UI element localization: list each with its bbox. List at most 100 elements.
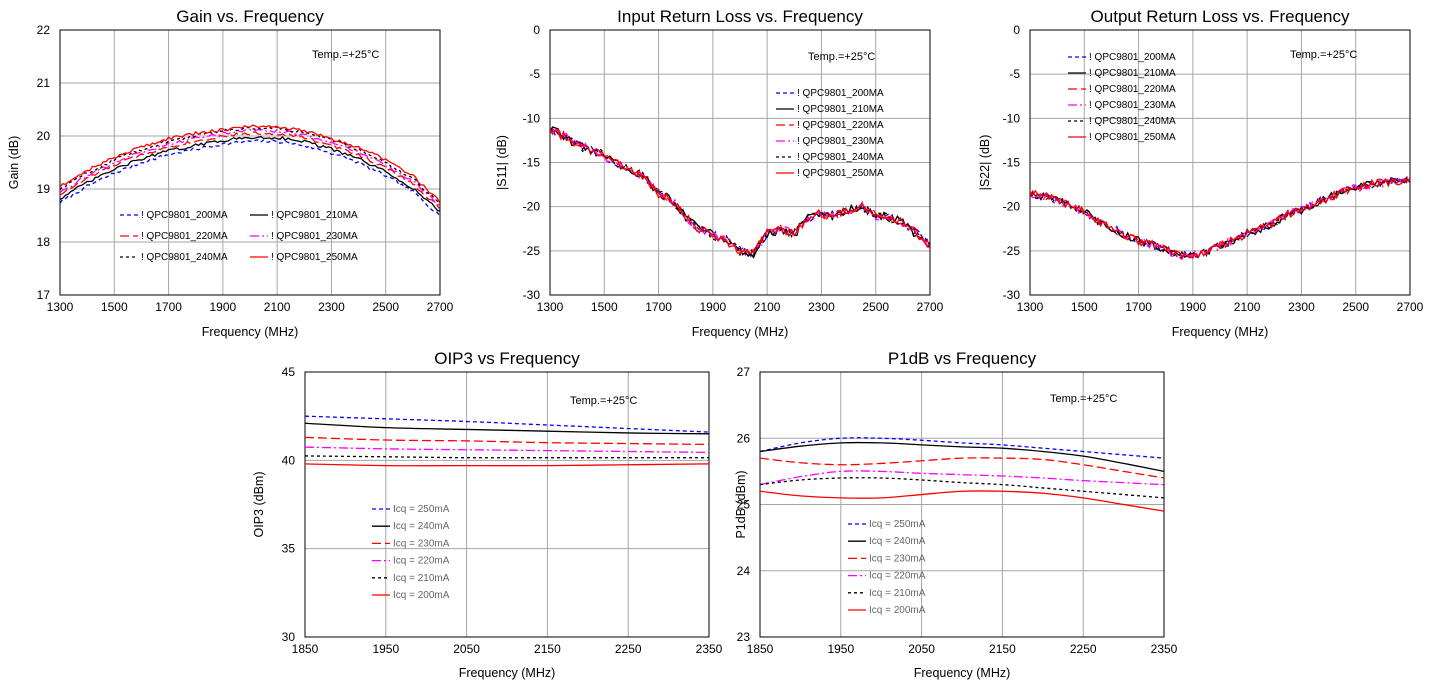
s22-series-line	[1030, 177, 1410, 260]
oip3-x-tick-label: 2350	[696, 642, 723, 656]
s22-series-line	[1030, 177, 1410, 260]
oip3-legend-label: Icq = 200mA	[393, 590, 450, 601]
s22-legend-label: ! QPC9801_220MA	[1089, 84, 1176, 95]
p1db-series-line	[760, 490, 1164, 512]
p1db-series-line	[760, 437, 1164, 459]
gain-legend-label: ! QPC9801_240MA	[141, 252, 228, 263]
gain-y-tick-label: 18	[37, 235, 51, 249]
p1db-y-axis-label: P1dB (dBm)	[734, 470, 748, 538]
oip3-chart: 1850 1950 2050 2150 2250 2350 30 35 40 45 OIP3 vs …	[252, 349, 723, 680]
oip3-legend-label: Icq = 230mA	[393, 538, 450, 549]
oip3-title: OIP3 vs Frequency	[434, 349, 580, 368]
s11-chart: 1300 1500 1700 1900 2100 2300 2500 2700 -30 -25 -2…	[495, 7, 944, 339]
s22-legend-label: ! QPC9801_240MA	[1089, 116, 1176, 127]
gain-x-tick-label: 1700	[155, 300, 182, 314]
oip3-y-tick-label: 35	[282, 542, 296, 556]
s22-y-tick-label: -10	[1003, 111, 1021, 125]
s22-y-tick-label: -15	[1003, 156, 1021, 170]
gain-x-tick-label: 2100	[264, 300, 291, 314]
oip3-x-tick-label: 2050	[453, 642, 480, 656]
gain-x-tick-label: 1500	[101, 300, 128, 314]
oip3-x-tick-label: 2250	[615, 642, 642, 656]
s11-y-tick-label: -20	[523, 200, 541, 214]
s11-series-line	[550, 127, 930, 257]
gain-series-group	[60, 124, 440, 218]
s11-x-tick-label: 1700	[645, 300, 672, 314]
p1db-legend-label: Icq = 230mA	[869, 553, 926, 564]
s22-chart: 1300 1500 1700 1900 2100 2300 2500 2700 -30 -25 -2…	[978, 7, 1424, 339]
s22-x-axis-label: Frequency (MHz)	[1172, 325, 1269, 339]
s22-x-tick-label: 1900	[1180, 300, 1207, 314]
oip3-temp-annotation: Temp.=+25°C	[570, 395, 637, 407]
s22-y-tick-label: -20	[1003, 200, 1021, 214]
s22-legend-label: ! QPC9801_230MA	[1089, 100, 1176, 111]
p1db-y-tick-label: 24	[737, 564, 751, 578]
gain-legend-label: ! QPC9801_210MA	[271, 210, 358, 221]
s11-legend: ! QPC9801_200MA ! QPC9801_210MA ! QPC9801_…	[776, 88, 884, 179]
gain-y-tick-label: 21	[37, 76, 51, 90]
s11-y-tick-label: -30	[523, 288, 541, 302]
gain-y-tick-label: 17	[37, 288, 51, 302]
s22-x-tick-label: 1500	[1071, 300, 1098, 314]
gain-x-tick-label: 1300	[47, 300, 74, 314]
oip3-series-group	[305, 415, 709, 467]
s22-legend: ! QPC9801_200MA ! QPC9801_210MA ! QPC9801_…	[1068, 52, 1176, 143]
gain-y-tick-label: 22	[37, 23, 51, 37]
s22-y-tick-label: -30	[1003, 288, 1021, 302]
s22-x-tick-label: 2500	[1342, 300, 1369, 314]
s22-series-group	[1030, 174, 1410, 261]
p1db-plot-frame	[759, 371, 1165, 638]
p1db-series-line	[760, 477, 1164, 499]
s22-series-line	[1030, 174, 1410, 259]
p1db-series-group	[760, 437, 1164, 512]
s22-x-tick-label: 1300	[1017, 300, 1044, 314]
s22-y-tick-label: -25	[1003, 244, 1021, 258]
oip3-y-axis-label: OIP3 (dBm)	[252, 472, 266, 538]
s11-x-tick-label: 2700	[917, 300, 944, 314]
s22-legend-label: ! QPC9801_210MA	[1089, 68, 1176, 79]
s11-y-tick-label: -15	[523, 156, 541, 170]
s11-x-tick-label: 2500	[862, 300, 889, 314]
oip3-series-line	[305, 436, 709, 446]
oip3-x-tick-label: 1950	[372, 642, 399, 656]
gain-x-tick-label: 2500	[372, 300, 399, 314]
oip3-legend-label: Icq = 210mA	[393, 573, 450, 584]
gain-x-axis-label: Frequency (MHz)	[202, 325, 299, 339]
s11-x-tick-label: 2300	[808, 300, 835, 314]
s11-y-tick-label: -10	[523, 111, 541, 125]
p1db-x-tick-label: 2150	[989, 642, 1016, 656]
gain-plot-frame	[59, 29, 441, 296]
oip3-legend-label: Icq = 240mA	[393, 521, 450, 532]
gain-series-line	[60, 131, 440, 210]
s11-legend-label: ! QPC9801_250MA	[797, 168, 884, 179]
gain-legend-label: ! QPC9801_230MA	[271, 231, 358, 242]
s11-plot-frame	[549, 29, 931, 296]
p1db-legend-label: Icq = 210mA	[869, 588, 926, 599]
s11-series-line	[550, 127, 930, 258]
gain-legend-label: ! QPC9801_220MA	[141, 231, 228, 242]
p1db-title: P1dB vs Frequency	[888, 349, 1037, 368]
s22-x-tick-label: 1700	[1125, 300, 1152, 314]
p1db-temp-annotation: Temp.=+25°C	[1050, 393, 1117, 405]
oip3-series-line	[305, 455, 709, 459]
gain-x-tick-label: 1900	[210, 300, 237, 314]
oip3-plot-frame	[304, 371, 710, 638]
s11-series-line	[550, 129, 930, 257]
gain-y-axis-label: Gain (dB)	[7, 136, 21, 190]
s11-x-tick-label: 1300	[537, 300, 564, 314]
gain-series-line	[60, 139, 440, 218]
oip3-x-axis-label: Frequency (MHz)	[459, 666, 556, 680]
oip3-series-line	[305, 446, 709, 454]
s11-x-axis-label: Frequency (MHz)	[692, 325, 789, 339]
p1db-legend-label: Icq = 240mA	[869, 536, 926, 547]
s11-legend-label: ! QPC9801_200MA	[797, 88, 884, 99]
s22-legend-label: ! QPC9801_250MA	[1089, 132, 1176, 143]
p1db-x-tick-label: 1850	[747, 642, 774, 656]
s22-x-tick-label: 2300	[1288, 300, 1315, 314]
gain-x-tick-label: 2700	[427, 300, 454, 314]
s11-y-tick-label: -25	[523, 244, 541, 258]
gain-temp-annotation: Temp.=+25°C	[312, 49, 379, 61]
p1db-series-line	[760, 457, 1164, 479]
s11-y-tick-label: 0	[533, 23, 540, 37]
p1db-legend-label: Icq = 200mA	[869, 605, 926, 616]
